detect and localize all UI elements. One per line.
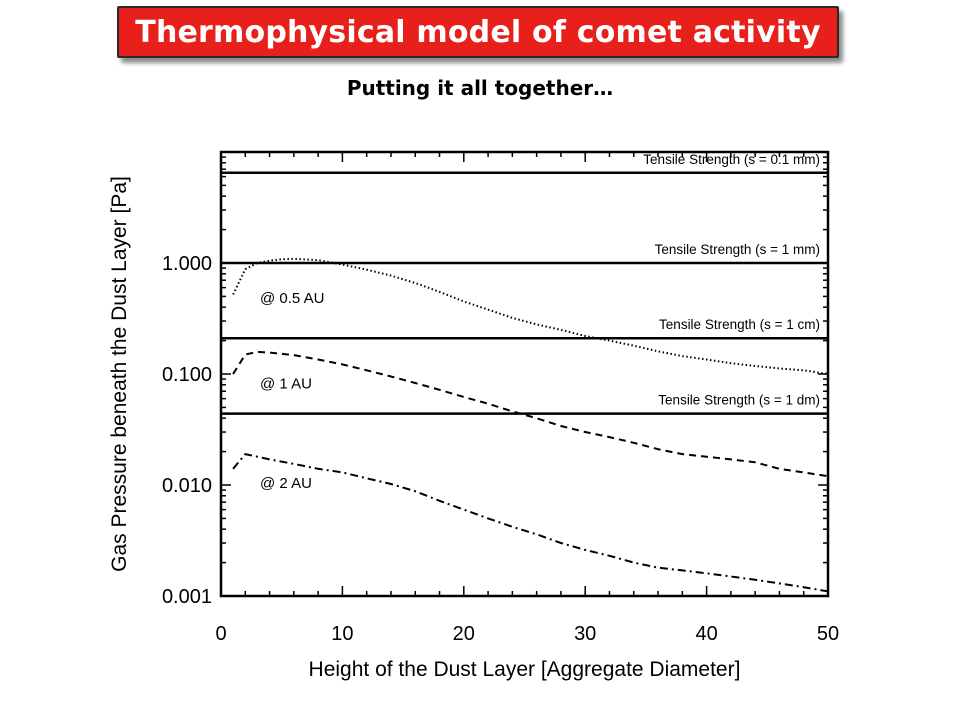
y-tick-label: 0.100 (162, 364, 212, 386)
tensile-strength-label: Tensile Strength (s = 1 cm) (659, 317, 820, 332)
slide-title-box: Thermophysical model of comet activity (117, 6, 839, 58)
x-axis-label: Height of the Dust Layer [Aggregate Diam… (309, 658, 741, 681)
y-tick-label: 0.010 (162, 475, 212, 497)
x-tick-label: 50 (817, 623, 839, 645)
slide-title: Thermophysical model of comet activity (135, 14, 821, 50)
y-tick-label: 0.001 (162, 586, 212, 608)
slide-subtitle: Putting it all together… (346, 76, 614, 100)
series-line (232, 257, 829, 375)
x-tick-label: 30 (574, 623, 596, 645)
y-tick-label: 1.000 (162, 253, 212, 275)
x-tick-label: 0 (215, 623, 226, 645)
tensile-strength-label: Tensile Strength (s = 1 dm) (658, 393, 820, 408)
x-tick-label: 20 (453, 623, 475, 645)
tensile-strength-label: Tensile Strength (s = 1 mm) (655, 242, 820, 257)
tensile-strength-label: Tensile Strength (s = 0.1 mm) (643, 152, 820, 167)
series-line (232, 452, 829, 593)
plot-frame (219, 150, 830, 598)
series-label: @ 0.5 AU (260, 290, 324, 307)
series-label: @ 2 AU (260, 475, 312, 492)
y-axis-label: Gas Pressure beneath the Dust Layer [Pa] (108, 176, 131, 572)
series-label: @ 1 AU (260, 375, 312, 392)
x-tick-label: 40 (695, 623, 717, 645)
x-tick-label: 10 (331, 623, 353, 645)
